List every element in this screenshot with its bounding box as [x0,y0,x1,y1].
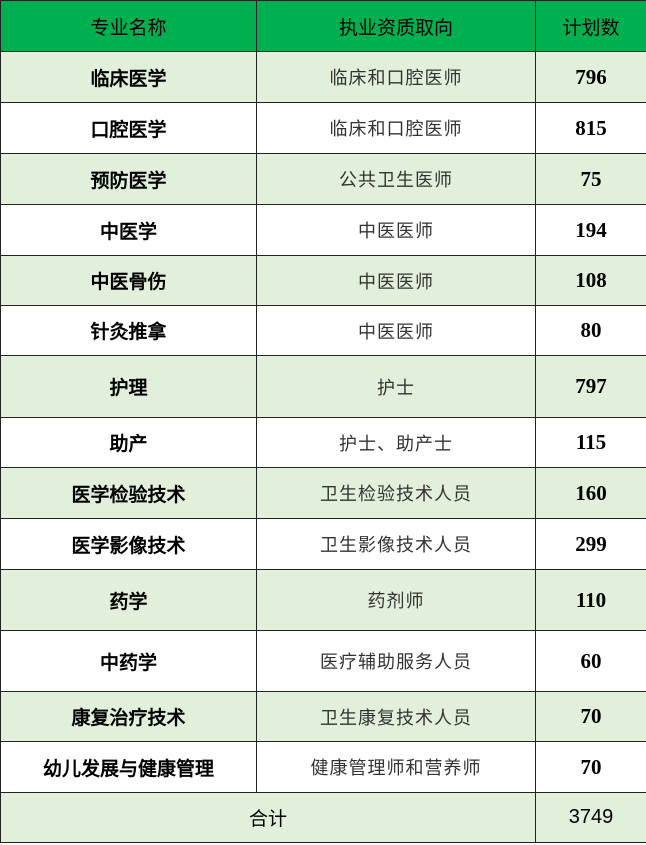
qualification-cell: 健康管理师和营养师 [256,741,536,793]
total-row: 合计 3749 [0,792,646,843]
major-cell: 中医骨伤 [0,255,257,306]
qualification-cell: 临床和口腔医师 [256,102,536,154]
header-row: 专业名称 执业资质取向 计划数 [0,0,646,52]
qualification-cell: 卫生康复技术人员 [256,691,536,742]
qualification-cell: 临床和口腔医师 [256,51,536,103]
header-major: 专业名称 [0,0,257,52]
qualification-cell: 公共卫生医师 [256,153,536,205]
table-row: 康复治疗技术 卫生康复技术人员 70 [0,691,646,742]
major-cell: 康复治疗技术 [0,691,257,742]
total-count: 3749 [535,792,646,843]
major-cell: 预防医学 [0,153,257,205]
plan-count-cell: 115 [535,417,646,468]
table-row: 医学检验技术 卫生检验技术人员 160 [0,467,646,519]
plan-count-cell: 70 [535,691,646,742]
major-cell: 药学 [0,569,257,631]
major-cell: 口腔医学 [0,102,257,154]
table-row: 口腔医学 临床和口腔医师 815 [0,102,646,154]
plan-count-cell: 815 [535,102,646,154]
plan-count-cell: 110 [535,569,646,631]
plan-count-cell: 60 [535,630,646,692]
table-row: 针灸推拿 中医医师 80 [0,305,646,356]
major-cell: 幼儿发展与健康管理 [0,741,257,793]
table-row: 中医学 中医医师 194 [0,204,646,256]
qualification-cell: 医疗辅助服务人员 [256,630,536,692]
table-row: 药学 药剂师 110 [0,569,646,631]
qualification-cell: 护士 [256,355,536,418]
qualification-cell: 药剂师 [256,569,536,631]
plan-count-cell: 797 [535,355,646,418]
plan-count-cell: 108 [535,255,646,306]
plan-count-cell: 70 [535,741,646,793]
table-row: 预防医学 公共卫生医师 75 [0,153,646,205]
table-row: 助产 护士、助产士 115 [0,417,646,468]
major-cell: 中医学 [0,204,257,256]
plan-count-cell: 75 [535,153,646,205]
major-cell: 中药学 [0,630,257,692]
qualification-cell: 中医医师 [256,255,536,306]
table-row: 中医骨伤 中医医师 108 [0,255,646,306]
major-cell: 临床医学 [0,51,257,103]
qualification-cell: 卫生检验技术人员 [256,467,536,519]
qualification-cell: 中医医师 [256,204,536,256]
plan-count-cell: 160 [535,467,646,519]
table-row: 护理 护士 797 [0,355,646,418]
plan-count-cell: 796 [535,51,646,103]
table-row: 幼儿发展与健康管理 健康管理师和营养师 70 [0,741,646,793]
major-cell: 助产 [0,417,257,468]
major-cell: 护理 [0,355,257,418]
plan-count-cell: 80 [535,305,646,356]
qualification-cell: 中医医师 [256,305,536,356]
major-cell: 针灸推拿 [0,305,257,356]
qualification-cell: 卫生影像技术人员 [256,518,536,570]
plan-count-cell: 299 [535,518,646,570]
header-plan-count: 计划数 [535,0,646,52]
table-row: 医学影像技术 卫生影像技术人员 299 [0,518,646,570]
total-label: 合计 [0,792,536,843]
plan-count-cell: 194 [535,204,646,256]
header-qualification: 执业资质取向 [256,0,536,52]
major-cell: 医学影像技术 [0,518,257,570]
table-row: 临床医学 临床和口腔医师 796 [0,51,646,103]
table-row: 中药学 医疗辅助服务人员 60 [0,630,646,692]
qualification-cell: 护士、助产士 [256,417,536,468]
major-cell: 医学检验技术 [0,467,257,519]
